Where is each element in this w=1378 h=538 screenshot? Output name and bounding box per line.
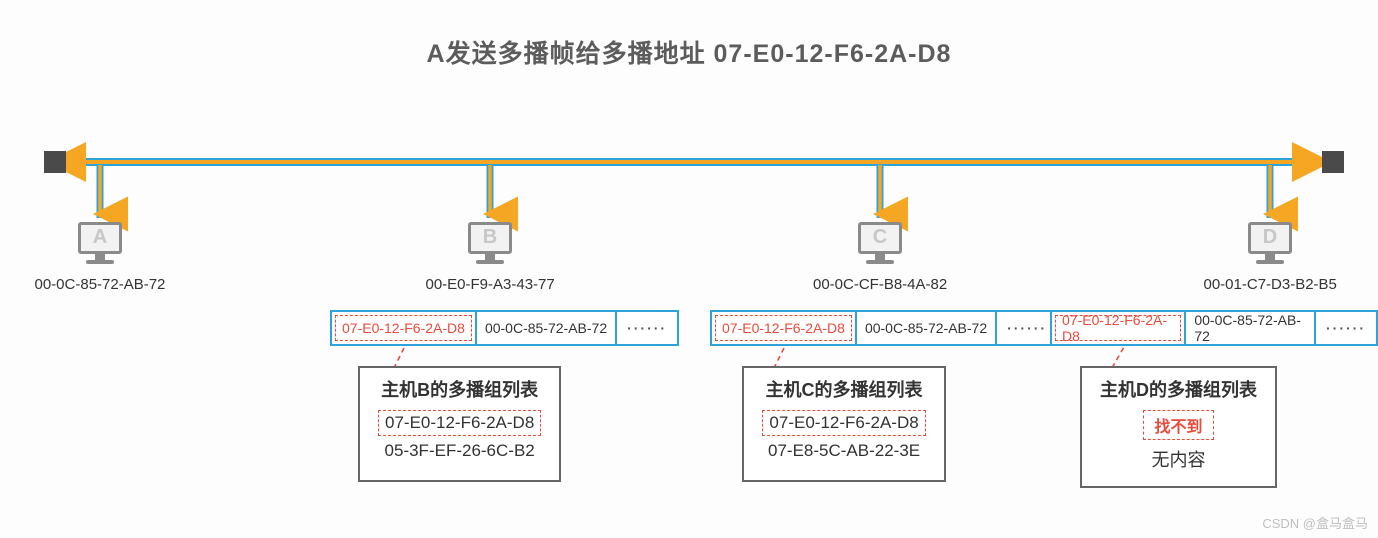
frame-payload-ellipsis: ······ [615, 312, 677, 344]
multicast-group-list-C: 主机C的多播组列表 07-E0-12-F6-2A-D8 07-E8-5C-AB-22… [742, 366, 946, 482]
multicast-group-list-B: 主机B的多播组列表 07-E0-12-F6-2A-D8 05-3F-EF-26-6C… [358, 366, 561, 482]
host-B: B [466, 222, 514, 264]
frame-at-host-C: 07-E0-12-F6-2A-D800-0C-85-72-AB-72······ [710, 310, 1059, 346]
groupbox-title: 主机B的多播组列表 [378, 376, 541, 402]
frame-at-host-D: 07-E0-12-F6-2A-D800-0C-85-72-AB-72······ [1050, 310, 1378, 346]
bus-terminator-1 [1322, 151, 1344, 173]
host-D-mac: 00-01-C7-D3-B2-B5 [1204, 276, 1337, 293]
groupbox-entry: 07-E0-12-F6-2A-D8 [762, 410, 926, 436]
host-letter: B [483, 226, 497, 249]
frame-payload-ellipsis: ······ [995, 312, 1057, 344]
host-letter: C [873, 226, 887, 249]
frame-src-addr: 00-0C-85-72-AB-72 [475, 312, 615, 344]
host-A-mac: 00-0C-85-72-AB-72 [35, 276, 166, 293]
watermark: CSDN @盒马盒马 [1262, 513, 1368, 532]
groupbox-not-found: 找不到 [1143, 410, 1213, 440]
frame-dest-addr: 07-E0-12-F6-2A-D8 [1055, 315, 1181, 341]
host-C: C [856, 222, 904, 264]
groupbox-empty: 无内容 [1100, 446, 1257, 472]
host-letter: D [1263, 226, 1277, 249]
frame-payload-ellipsis: ······ [1314, 312, 1376, 344]
multicast-group-list-D: 主机D的多播组列表找不到无内容 [1080, 366, 1277, 488]
frame-src-addr: 00-0C-85-72-AB-72 [855, 312, 995, 344]
groupbox-entry: 07-E0-12-F6-2A-D8 [378, 410, 541, 436]
frame-dest-addr: 07-E0-12-F6-2A-D8 [715, 315, 852, 341]
host-B-mac: 00-E0-F9-A3-43-77 [426, 276, 555, 293]
frame-at-host-B: 07-E0-12-F6-2A-D800-0C-85-72-AB-72······ [330, 310, 679, 346]
groupbox-title: 主机C的多播组列表 [762, 376, 926, 402]
host-A: A [76, 222, 124, 264]
host-C-mac: 00-0C-CF-B8-4A-82 [813, 276, 947, 293]
groupbox-entry: 07-E8-5C-AB-22-3E [762, 439, 926, 463]
host-D: D [1246, 222, 1294, 264]
bus-terminator-0 [44, 151, 66, 173]
groupbox-entry: 05-3F-EF-26-6C-B2 [378, 439, 541, 463]
host-letter: A [93, 226, 107, 249]
frame-src-addr: 00-0C-85-72-AB-72 [1184, 312, 1314, 344]
groupbox-title: 主机D的多播组列表 [1100, 376, 1257, 402]
frame-dest-addr: 07-E0-12-F6-2A-D8 [335, 315, 472, 341]
